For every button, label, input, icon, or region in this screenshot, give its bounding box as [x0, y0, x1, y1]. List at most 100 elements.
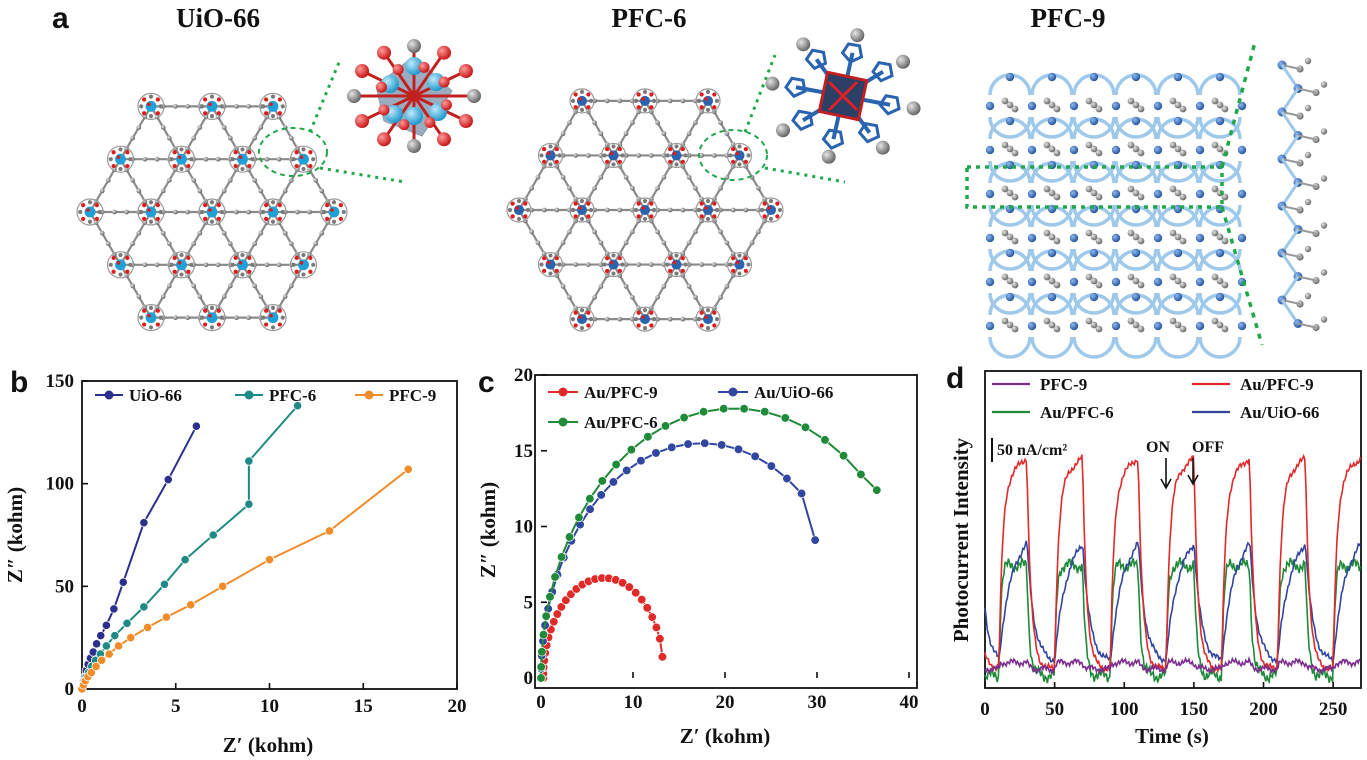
linker-bond: [150, 158, 183, 213]
atom: [169, 157, 174, 162]
panel-c-ytick-label: 5: [524, 592, 534, 613]
panel-c-frame: [534, 374, 918, 689]
atom: [605, 146, 610, 152]
linker-atom: [276, 262, 282, 268]
linker-atom: [585, 262, 591, 267]
linker-atom: [667, 316, 673, 322]
cluster-ring: [569, 88, 595, 114]
atom: [699, 201, 704, 206]
panel-d-frame: [984, 370, 1362, 689]
atom: [172, 150, 177, 155]
pfc-cluster-node: [537, 251, 564, 278]
atom: [641, 315, 645, 319]
c-atom: [1095, 237, 1103, 245]
linker-atom: [718, 229, 723, 235]
atom: [611, 144, 616, 149]
data-point: [101, 620, 111, 630]
atom: [617, 159, 622, 164]
c-atom: [1137, 237, 1145, 245]
linker-atom: [718, 185, 723, 191]
linker-atom: [592, 294, 597, 300]
cluster-ring: [695, 306, 721, 332]
metal-core: [702, 95, 714, 106]
c-atom: [1174, 233, 1182, 241]
n-atom: [1153, 321, 1163, 331]
linker-atom: [667, 98, 673, 104]
linker-atom: [630, 185, 635, 191]
atom: [277, 216, 282, 221]
ring-arc: [1072, 116, 1116, 139]
c-atom: [1001, 185, 1009, 193]
atom: [142, 216, 147, 221]
uio66-title: UiO-66: [176, 3, 260, 33]
data-point: [552, 609, 562, 619]
atom: [777, 207, 783, 213]
data-point: [820, 435, 830, 445]
data-point: [403, 464, 413, 474]
atom: [189, 262, 194, 267]
atom: [294, 150, 299, 155]
linker-atom: [680, 98, 686, 104]
atom: [705, 308, 711, 313]
linker-bond: [675, 209, 709, 266]
c-atom: [1169, 317, 1177, 325]
linker-atom: [197, 230, 203, 236]
c-atom: [1216, 233, 1224, 241]
panel-c-series: [536, 404, 882, 683]
o-atom: [378, 104, 390, 116]
atom: [674, 144, 679, 149]
pfc-cluster-node: [569, 197, 595, 223]
cluster-ring: [537, 142, 564, 169]
atom: [649, 201, 654, 206]
n-atom: [1027, 321, 1037, 331]
linker-atom: [636, 153, 642, 158]
c-atom: [1132, 101, 1140, 109]
c-atom: [1011, 281, 1019, 289]
linker-atom: [313, 241, 319, 247]
atom: [155, 308, 160, 313]
cluster-ring: [137, 304, 165, 332]
c-atom: [1127, 229, 1135, 237]
linker-bond: [241, 264, 274, 319]
linker-bond: [549, 154, 583, 211]
c-atom: [1179, 105, 1187, 113]
linker-bond: [119, 211, 152, 266]
atom: [158, 315, 163, 320]
linker-atom: [215, 156, 221, 162]
linker-atom: [711, 262, 717, 267]
n-atom: [1027, 101, 1037, 111]
ring-arc: [1030, 248, 1074, 271]
data-point: [536, 662, 546, 672]
atom: [261, 315, 266, 320]
data-point: [750, 451, 760, 461]
ring-arc: [1156, 116, 1200, 139]
linker-atom: [592, 185, 597, 191]
pyrazole-ring: [840, 42, 864, 64]
atom: [636, 92, 641, 97]
linker-bond: [581, 100, 615, 156]
n-atom: [985, 321, 995, 331]
linker-bond: [119, 264, 152, 319]
n-atom: [1069, 277, 1079, 287]
linker-atom: [724, 283, 730, 289]
linker-bond: [549, 209, 583, 266]
c-atom: [1001, 229, 1009, 237]
atom: [696, 98, 702, 103]
linker-atom: [136, 188, 142, 194]
linker-atom: [112, 209, 117, 215]
legend-label: Au/UiO-66: [754, 383, 833, 402]
data-point: [760, 407, 770, 417]
c-atom: [1132, 145, 1140, 153]
linker-bond: [180, 105, 213, 160]
c-atom: [796, 37, 811, 52]
n-atom: [1027, 277, 1037, 287]
c-atom: [896, 54, 911, 69]
atom: [139, 104, 144, 109]
atom: [712, 310, 717, 315]
zoom-guide-line: [743, 54, 777, 133]
c-atom: [1048, 277, 1056, 285]
n-atom: [1005, 116, 1015, 126]
atom: [128, 262, 133, 267]
atom: [147, 313, 151, 318]
atom: [611, 162, 616, 167]
